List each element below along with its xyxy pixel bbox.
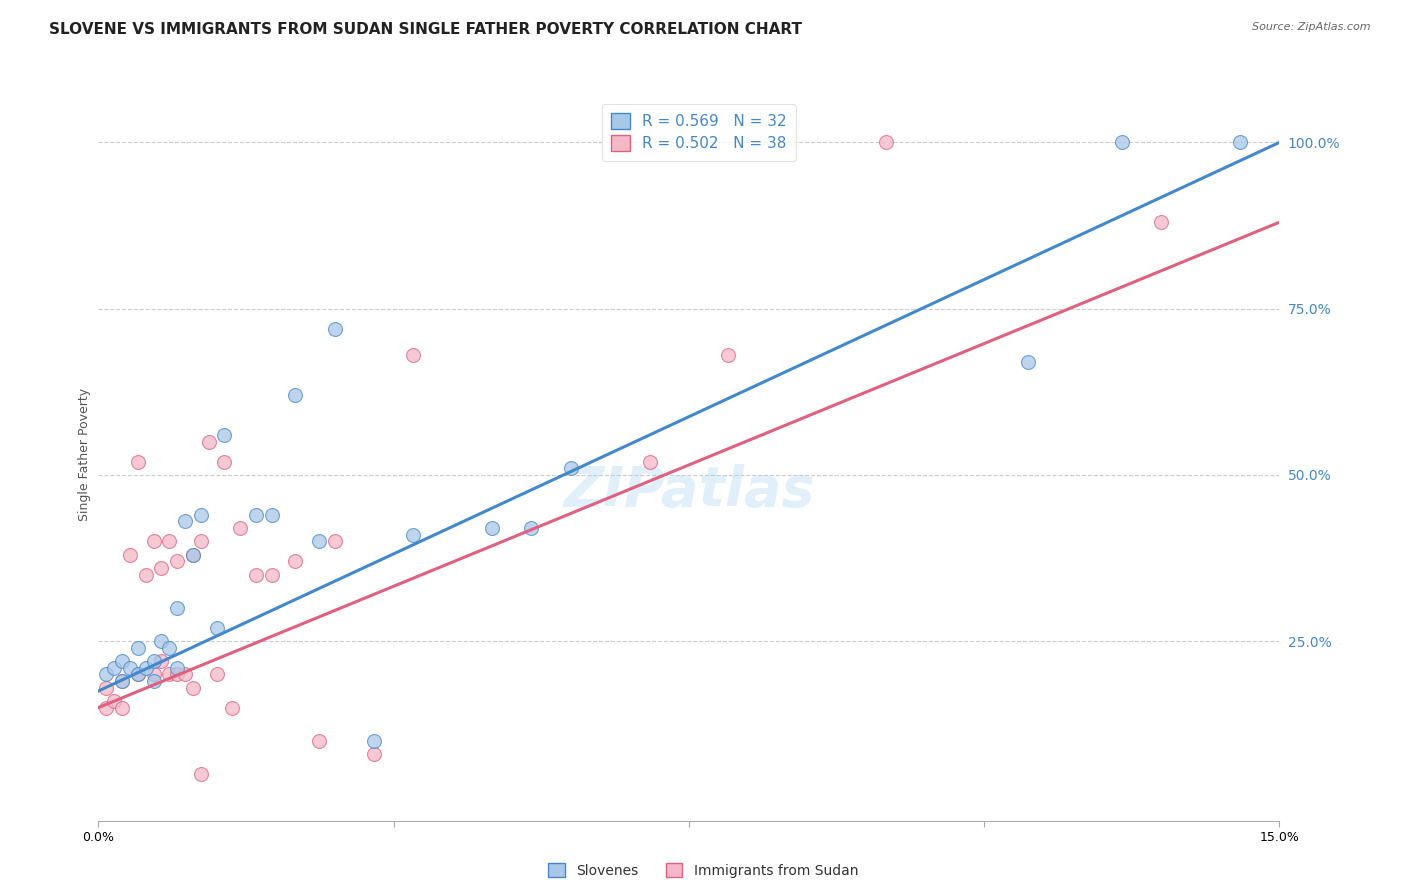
Point (166, 600, 188, 615)
Point (214, 428, 236, 442)
Text: ZIPatlas: ZIPatlas (564, 465, 814, 518)
Point (520, 521, 543, 535)
Point (214, 454, 236, 468)
Point (127, 667, 149, 681)
Text: SLOVENE VS IMMIGRANTS FROM SUDAN SINGLE FATHER POVERTY CORRELATION CHART: SLOVENE VS IMMIGRANTS FROM SUDAN SINGLE … (49, 22, 803, 37)
Point (1150, 215, 1173, 229)
Point (190, 508, 212, 522)
Point (111, 654, 134, 668)
Point (181, 548, 204, 562)
Legend: R = 0.569   N = 32, R = 0.502   N = 38: R = 0.569 N = 32, R = 0.502 N = 38 (602, 104, 796, 161)
Point (142, 534, 165, 549)
Point (96, 667, 118, 681)
Point (150, 561, 173, 575)
Point (127, 667, 149, 681)
Point (166, 667, 188, 681)
Point (118, 548, 141, 562)
Point (103, 661, 125, 675)
Point (150, 634, 173, 648)
Legend: Slovenes, Immigrants from Sudan: Slovenes, Immigrants from Sudan (543, 857, 863, 883)
Point (181, 681, 204, 695)
Point (363, 734, 385, 748)
Point (1017, 355, 1039, 369)
Point (157, 667, 180, 681)
Point (205, 621, 228, 635)
Point (402, 348, 425, 362)
Point (197, 434, 219, 449)
Point (142, 667, 165, 681)
Point (284, 554, 307, 568)
Point (205, 667, 228, 681)
Point (638, 454, 661, 468)
Point (181, 548, 204, 562)
Point (245, 567, 267, 582)
Point (560, 461, 582, 475)
Point (111, 673, 134, 688)
Point (174, 667, 197, 681)
Point (111, 700, 134, 714)
Point (323, 534, 346, 549)
Point (221, 700, 243, 714)
Text: Source: ZipAtlas.com: Source: ZipAtlas.com (1253, 22, 1371, 32)
Point (308, 734, 330, 748)
Point (166, 554, 188, 568)
Point (127, 454, 149, 468)
Point (127, 640, 149, 655)
Point (260, 508, 283, 522)
Point (174, 515, 197, 529)
Point (135, 661, 157, 675)
Point (135, 567, 157, 582)
Point (166, 661, 188, 675)
Point (118, 661, 141, 675)
Point (157, 640, 180, 655)
Point (96, 700, 118, 714)
Point (142, 673, 165, 688)
Point (229, 521, 252, 535)
Point (111, 673, 134, 688)
Point (481, 521, 503, 535)
Y-axis label: Single Father Poverty: Single Father Poverty (79, 388, 91, 522)
Point (245, 508, 267, 522)
Point (363, 747, 385, 761)
Point (717, 348, 740, 362)
Point (875, 136, 897, 150)
Point (190, 534, 212, 549)
Point (1111, 136, 1133, 150)
Point (260, 567, 283, 582)
Point (103, 694, 125, 708)
Point (150, 654, 173, 668)
Point (96, 681, 118, 695)
Point (402, 527, 425, 541)
Point (190, 767, 212, 781)
Point (1229, 136, 1251, 150)
Point (284, 388, 307, 402)
Point (142, 654, 165, 668)
Point (308, 534, 330, 549)
Point (323, 321, 346, 335)
Point (157, 534, 180, 549)
